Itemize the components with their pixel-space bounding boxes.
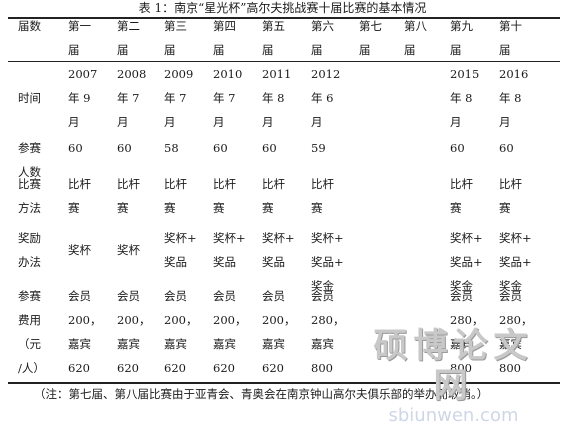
header-cell-edition-2: 第二 届 (117, 19, 140, 57)
table-bottom-rule (8, 382, 560, 384)
table-cell-count: 60 (499, 141, 514, 155)
table-header-rule (8, 61, 560, 62)
table-cell-time: 2016 年 8 月 (499, 67, 529, 129)
table-cell-fee: 会员 280， 嘉宾 800 (499, 289, 533, 375)
table-cell-award: 奖杯+ 奖品+ 奖金 (311, 231, 344, 293)
row-label-method: 比赛 方法 (18, 177, 41, 215)
header-cell-edition-5: 第五 届 (262, 19, 285, 57)
table-cell-time: 2015 年 8 月 (450, 67, 480, 129)
row-label-time: 时间 (18, 91, 41, 105)
table-cell-method: 比杆 赛 (164, 177, 187, 215)
table-cell-method: 比杆 赛 (499, 177, 522, 215)
table-cell-award: 奖杯+ 奖品+ 奖金 (499, 231, 532, 293)
row-label-fee: 参赛 费用 （元 /人） (18, 289, 45, 375)
table-cell-method: 比杆 赛 (68, 177, 91, 215)
row-label-count: 参赛 人数 (18, 141, 41, 179)
table-cell-fee: 会员 200， 嘉宾 620 (213, 289, 247, 375)
table-cell-count: 60 (262, 141, 277, 155)
table-cell-time: 2008 年 7 月 (117, 67, 147, 129)
table-cell-award: 奖杯+ 奖品 (164, 231, 197, 269)
table-caption: 表 1：南京“星光杯”高尔夫挑战赛十届比赛的基本情况 (138, 1, 427, 15)
table-cell-method: 比杆 赛 (117, 177, 140, 215)
table-cell-award: 奖杯+ 奖品+ 奖金 (450, 231, 483, 293)
table-cell-method: 比杆 赛 (213, 177, 236, 215)
table-cell-time: 2010 年 7 月 (213, 67, 243, 129)
table-cell-award: 奖杯+ 奖品 (213, 231, 246, 269)
table-cell-count: 60 (450, 141, 465, 155)
header-cell-edition-4: 第四 届 (213, 19, 236, 57)
table-cell-time: 2007 年 9 月 (68, 67, 98, 129)
table-cell-method: 比杆 赛 (450, 177, 473, 215)
table-cell-fee: 会员 200， 嘉宾 620 (117, 289, 151, 375)
header-cell-edition-10: 第十 届 (499, 19, 522, 57)
header-cell-edition-9: 第九 届 (450, 19, 473, 57)
table-cell-fee: 会员 280， 嘉宾 800 (450, 289, 484, 375)
header-cell-edition: 届数 (18, 19, 41, 33)
table-cell-count: 60 (213, 141, 228, 155)
header-cell-edition-7: 第七 届 (359, 19, 382, 57)
table-cell-fee: 会员 280， 嘉宾 800 (311, 289, 345, 375)
header-cell-edition-8: 第八 届 (404, 19, 427, 57)
table-cell-time: 2012 年 6 月 (311, 67, 341, 129)
table-cell-method: 比杆 赛 (262, 177, 285, 215)
table-cell-count: 59 (311, 141, 326, 155)
table-cell-method: 比杆 赛 (311, 177, 334, 215)
header-cell-edition-1: 第一 届 (68, 19, 91, 57)
table-cell-fee: 会员 200， 嘉宾 620 (68, 289, 102, 375)
table-cell-count: 60 (68, 141, 83, 155)
table-cell-count: 60 (117, 141, 132, 155)
table-cell-time: 2011 年 8 月 (262, 67, 292, 129)
row-label-award: 奖励 办法 (18, 231, 41, 269)
table-cell-time: 2009 年 7 月 (164, 67, 194, 129)
watermark-url: sbiunwen.com (388, 405, 519, 426)
table-cell-fee: 会员 200， 嘉宾 620 (164, 289, 198, 375)
table-cell-award: 奖杯 (68, 243, 91, 257)
header-cell-edition-6: 第六 届 (311, 19, 334, 57)
table-footnote: （注：第七届、第八届比赛由于亚青会、青奥会在南京钟山高尔夫俱乐部的举办而取消。） (34, 387, 489, 401)
table-top-rule (8, 17, 560, 19)
header-cell-edition-3: 第三 届 (164, 19, 187, 57)
table-cell-fee: 会员 200， 嘉宾 620 (262, 289, 296, 375)
table-cell-award: 奖杯+ 奖品 (262, 231, 295, 269)
table-cell-award: 奖杯 (117, 243, 140, 257)
table-cell-count: 58 (164, 141, 179, 155)
